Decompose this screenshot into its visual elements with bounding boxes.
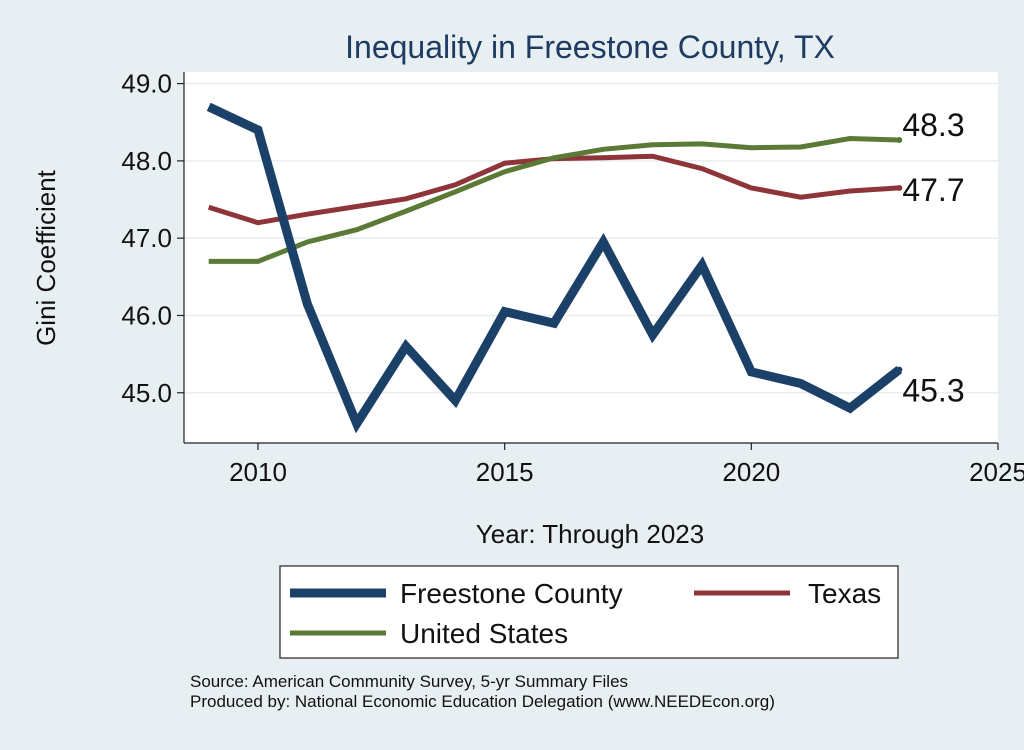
x-axis-label: Year: Through 2023: [476, 519, 704, 549]
y-axis-label: Gini Coefficient: [31, 169, 61, 346]
y-tick-label-48: 48.0: [121, 146, 172, 176]
x-tick-label-2010: 2010: [229, 457, 287, 487]
x-tick-label-2015: 2015: [476, 457, 534, 487]
end-point-freestone-county: [896, 366, 903, 373]
gridlines: [184, 82, 998, 394]
end-label-freestone-county: 45.3: [902, 373, 964, 409]
legend-box: [279, 565, 899, 659]
series-line-freestone-county: [206, 102, 903, 434]
end-labels: 47.7 48.3 45.3: [902, 107, 964, 409]
y-axis-ticks: 45.0 46.0 47.0 48.0 49.0: [121, 69, 184, 408]
y-tick-label-49: 49.0: [121, 69, 172, 99]
x-tick-label-2020: 2020: [722, 457, 780, 487]
chart-title: Inequality in Freestone County, TX: [345, 29, 835, 65]
end-point-united-states: [896, 137, 903, 144]
legend-label-united-states: United States: [400, 618, 568, 649]
series-lines: [206, 102, 903, 434]
legend: Freestone County Texas United States: [279, 565, 899, 659]
end-point-texas: [896, 184, 903, 191]
end-label-united-states: 48.3: [902, 107, 964, 143]
legend-label-texas: Texas: [808, 578, 881, 609]
x-tick-label-2025: 2025: [969, 457, 1024, 487]
y-tick-label-47: 47.0: [121, 223, 172, 253]
legend-label-freestone-county: Freestone County: [400, 578, 623, 609]
series-line-united-states: [208, 135, 900, 264]
y-tick-label-45: 45.0: [121, 378, 172, 408]
end-label-texas: 47.7: [902, 172, 964, 208]
source-note: Source: American Community Survey, 5-yr …: [190, 672, 628, 691]
producer-note: Produced by: National Economic Education…: [190, 692, 775, 711]
y-tick-label-46: 46.0: [121, 300, 172, 330]
x-axis-ticks: 2010 2015 2020 2025: [229, 443, 1024, 487]
